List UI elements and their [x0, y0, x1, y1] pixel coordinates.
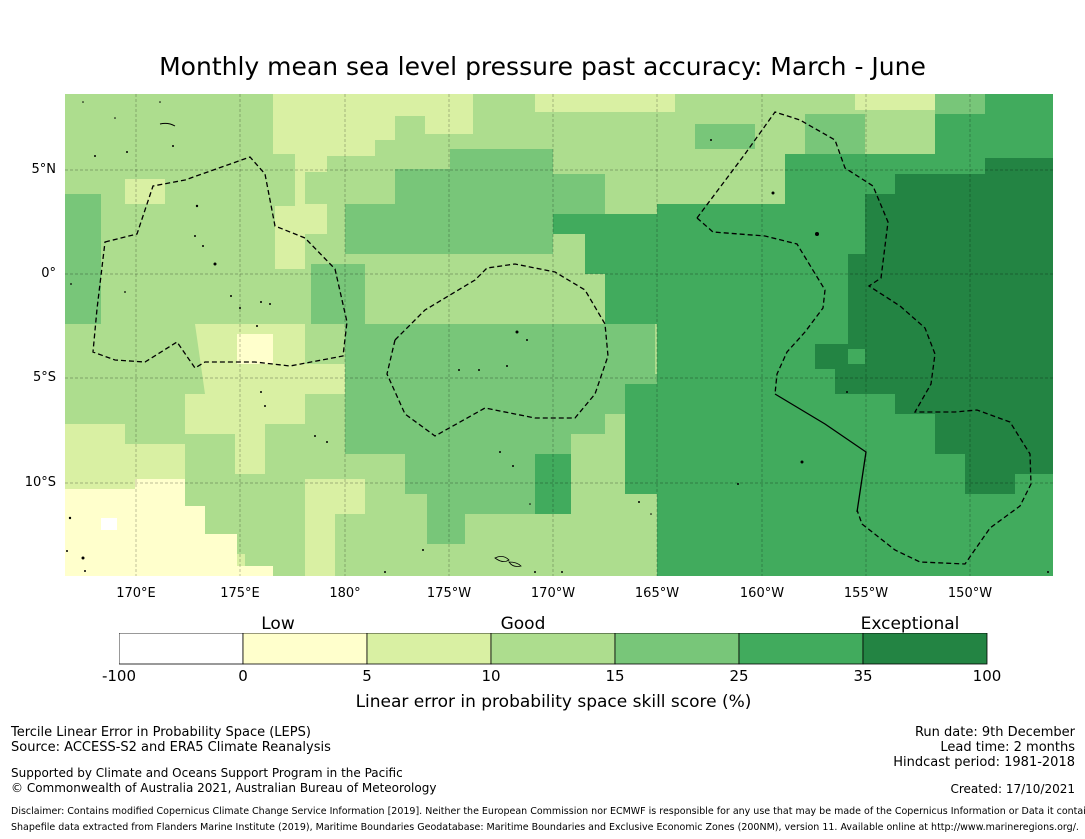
region-negative [101, 518, 117, 530]
run-date: Run date: 9th December [914, 725, 1075, 740]
lat-label: 5°N [31, 162, 57, 177]
hindcast-period: Hindcast period: 1981-2018 [893, 755, 1075, 770]
eez-tuvalu [92, 156, 348, 369]
colorbar-bin [242, 633, 368, 665]
region-exceptional [815, 94, 1053, 494]
lead-time: Lead time: 2 months [940, 740, 1075, 755]
support-text: Supported by Climate and Oceans Support … [11, 766, 403, 780]
eez-boundaries [92, 111, 1032, 565]
disclaimer-text: Disclaimer: Contains modified Copernicus… [11, 806, 1085, 817]
lon-label: 160°W [739, 586, 785, 601]
created-date: Created: 17/10/2021 [950, 782, 1075, 796]
lon-label: 175°E [220, 586, 260, 601]
lon-label: 170°E [116, 586, 156, 601]
islands [66, 101, 1049, 573]
eez-line-islands [696, 111, 1032, 565]
colorbar-tick: 15 [605, 667, 625, 685]
colorbar [119, 633, 988, 665]
lon-label: 170°W [530, 586, 576, 601]
colorbar-tick: 0 [238, 667, 248, 685]
skill-map [65, 94, 1053, 576]
copyright-text: © Commonwealth of Australia 2021, Austra… [11, 781, 437, 795]
colorbar-bin [738, 633, 864, 665]
region-low [65, 334, 273, 576]
colorbar-bin [490, 633, 616, 665]
lat-label: 0° [41, 266, 56, 281]
method-text: Tercile Linear Error in Probability Spac… [11, 725, 311, 740]
colorbar-tick: 100 [972, 667, 1002, 685]
eez-solid-boundary [774, 393, 867, 513]
category-low: Low [261, 614, 295, 634]
colorbar-title: Linear error in probability space skill … [355, 692, 752, 712]
colorbar-tick: 25 [729, 667, 749, 685]
colorbar-tick: 5 [362, 667, 372, 685]
lat-label: 5°S [32, 370, 56, 385]
colorbar-bin [614, 633, 740, 665]
colorbar-tick: 10 [481, 667, 501, 685]
eez-phoenix [386, 263, 609, 437]
colorbar-bin [862, 633, 988, 665]
map-title: Monthly mean sea level pressure past acc… [159, 52, 926, 81]
lon-label: 150°W [947, 586, 993, 601]
source-text: Source: ACCESS-S2 and ERA5 Climate Reana… [11, 740, 331, 755]
lon-label: 165°W [634, 586, 680, 601]
colorbar-bin [366, 633, 492, 665]
lat-label: 10°S [24, 475, 56, 490]
colorbar-bin [119, 633, 244, 665]
lon-label: 155°W [843, 586, 889, 601]
lon-label: 180° [329, 586, 361, 601]
category-exceptional: Exceptional [860, 614, 960, 634]
colorbar-tick: -100 [101, 667, 137, 685]
colorbar-tick: 35 [853, 667, 873, 685]
graticule [65, 94, 1053, 576]
category-good: Good [500, 614, 546, 634]
lon-label: 175°W [426, 586, 472, 601]
shapefile-credit: Shapefile data extracted from Flanders M… [11, 822, 1079, 833]
